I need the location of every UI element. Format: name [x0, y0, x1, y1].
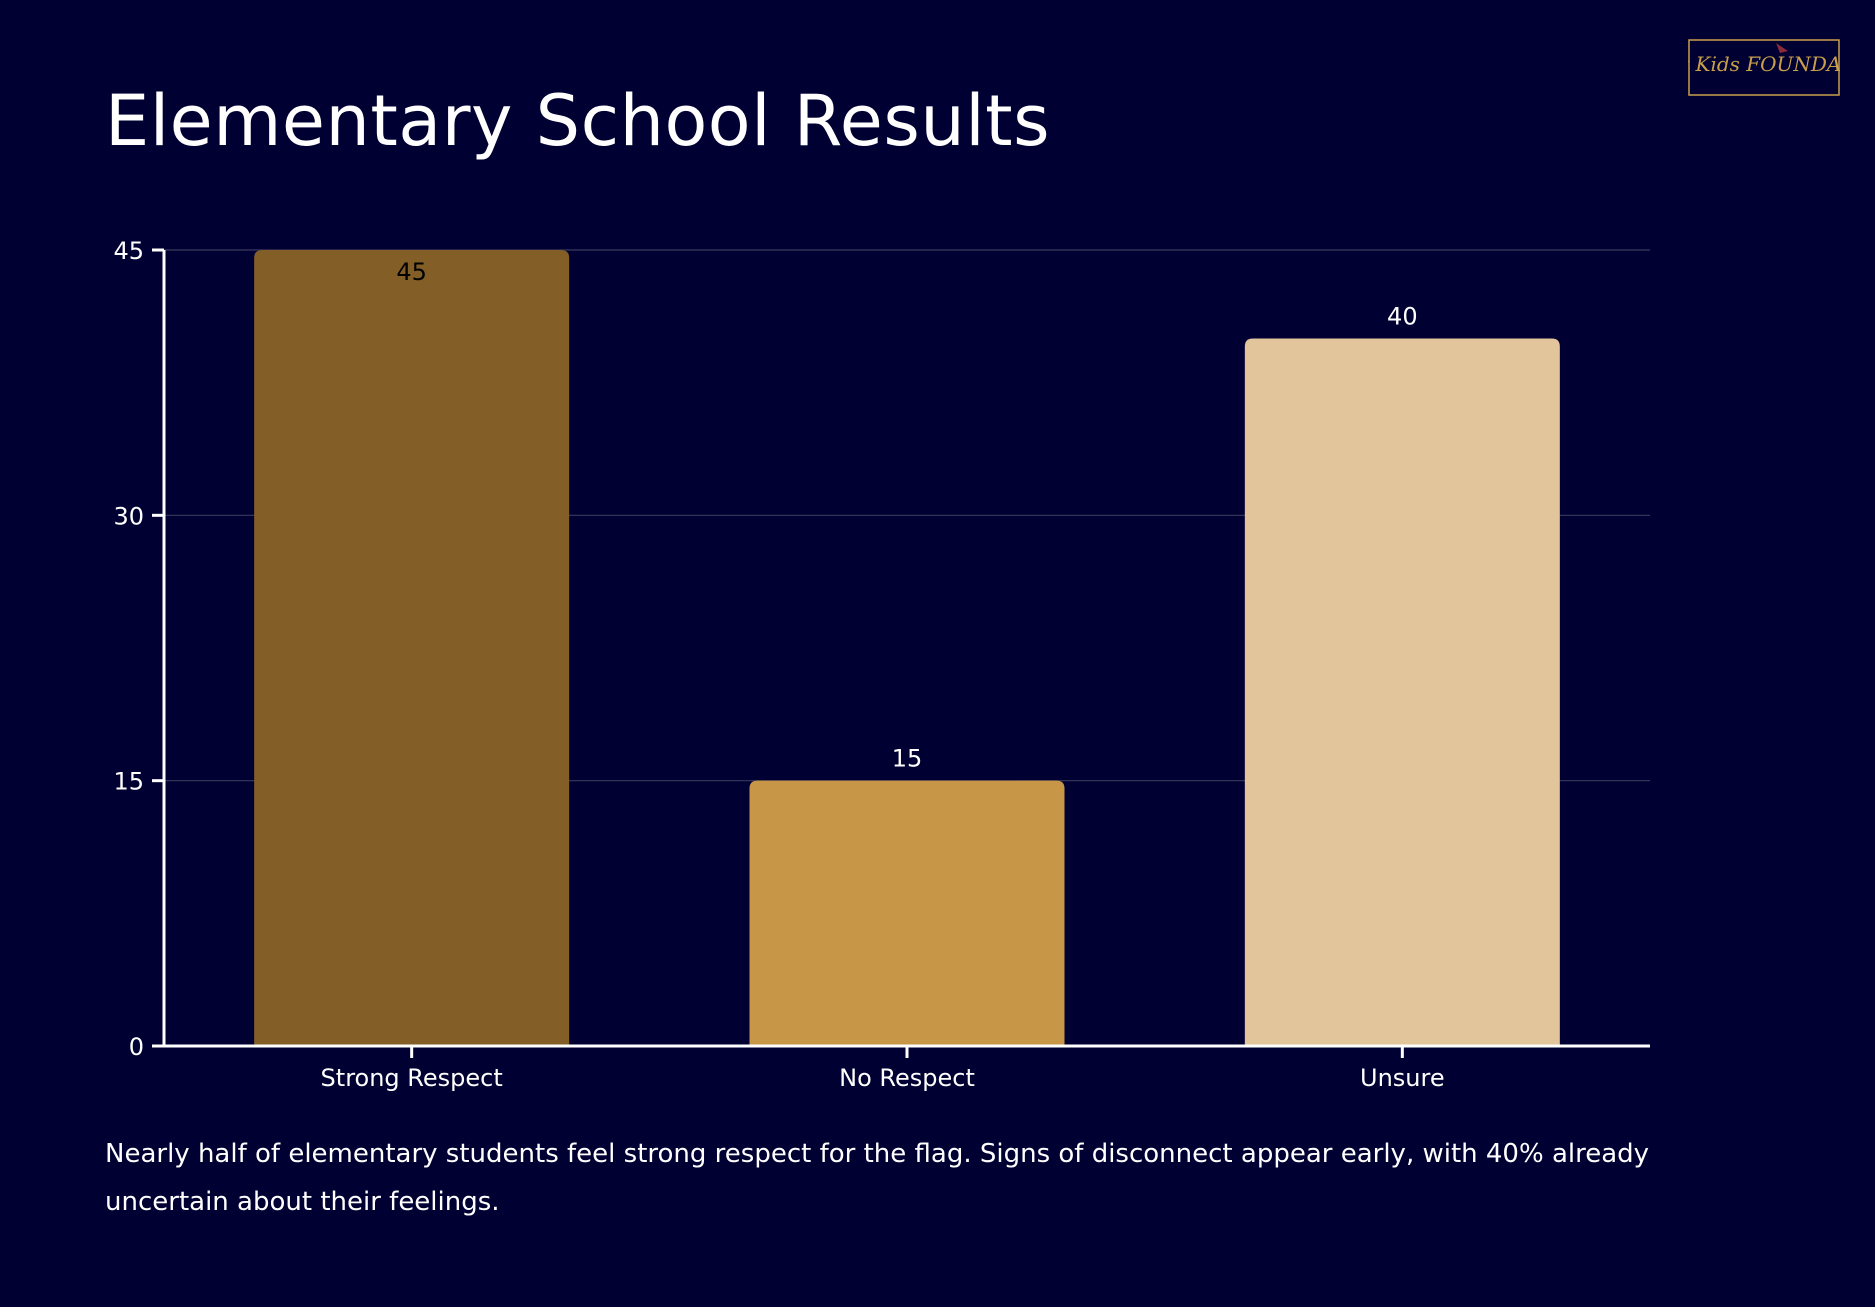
logo: Patriot Kids FOUNDATION: [1688, 39, 1840, 96]
y-tick-label: 30: [113, 502, 144, 530]
y-tick-label: 0: [129, 1033, 144, 1061]
flag-icon: [1776, 43, 1788, 53]
bar-no-respect: [749, 780, 1065, 1046]
bar-unsure: [1244, 338, 1560, 1046]
axes: [152, 248, 1650, 1058]
x-tick-label: No Respect: [839, 1064, 975, 1092]
data-label: 40: [1387, 302, 1418, 330]
x-tick-label: Strong Respect: [321, 1064, 503, 1092]
bar-strong-respect: [254, 250, 570, 1046]
logo-wordmark: Patriot Kids FOUNDATION: [1688, 52, 1840, 76]
data-label: 45: [396, 258, 427, 286]
y-tick-label: 15: [113, 768, 144, 796]
chart-caption: Nearly half of elementary students feel …: [105, 1139, 1650, 1217]
bars: [254, 250, 1560, 1046]
y-tick-label: 45: [113, 237, 144, 265]
labels: 0 15 30 45 45 Strong Respect 15 No Respect 40 Uns…: [113, 237, 1444, 1092]
x-tick-label: Unsure: [1360, 1064, 1445, 1092]
data-label: 15: [892, 745, 923, 773]
page-title: Elementary School Results: [105, 80, 1051, 162]
logo-frame: [1688, 39, 1840, 96]
